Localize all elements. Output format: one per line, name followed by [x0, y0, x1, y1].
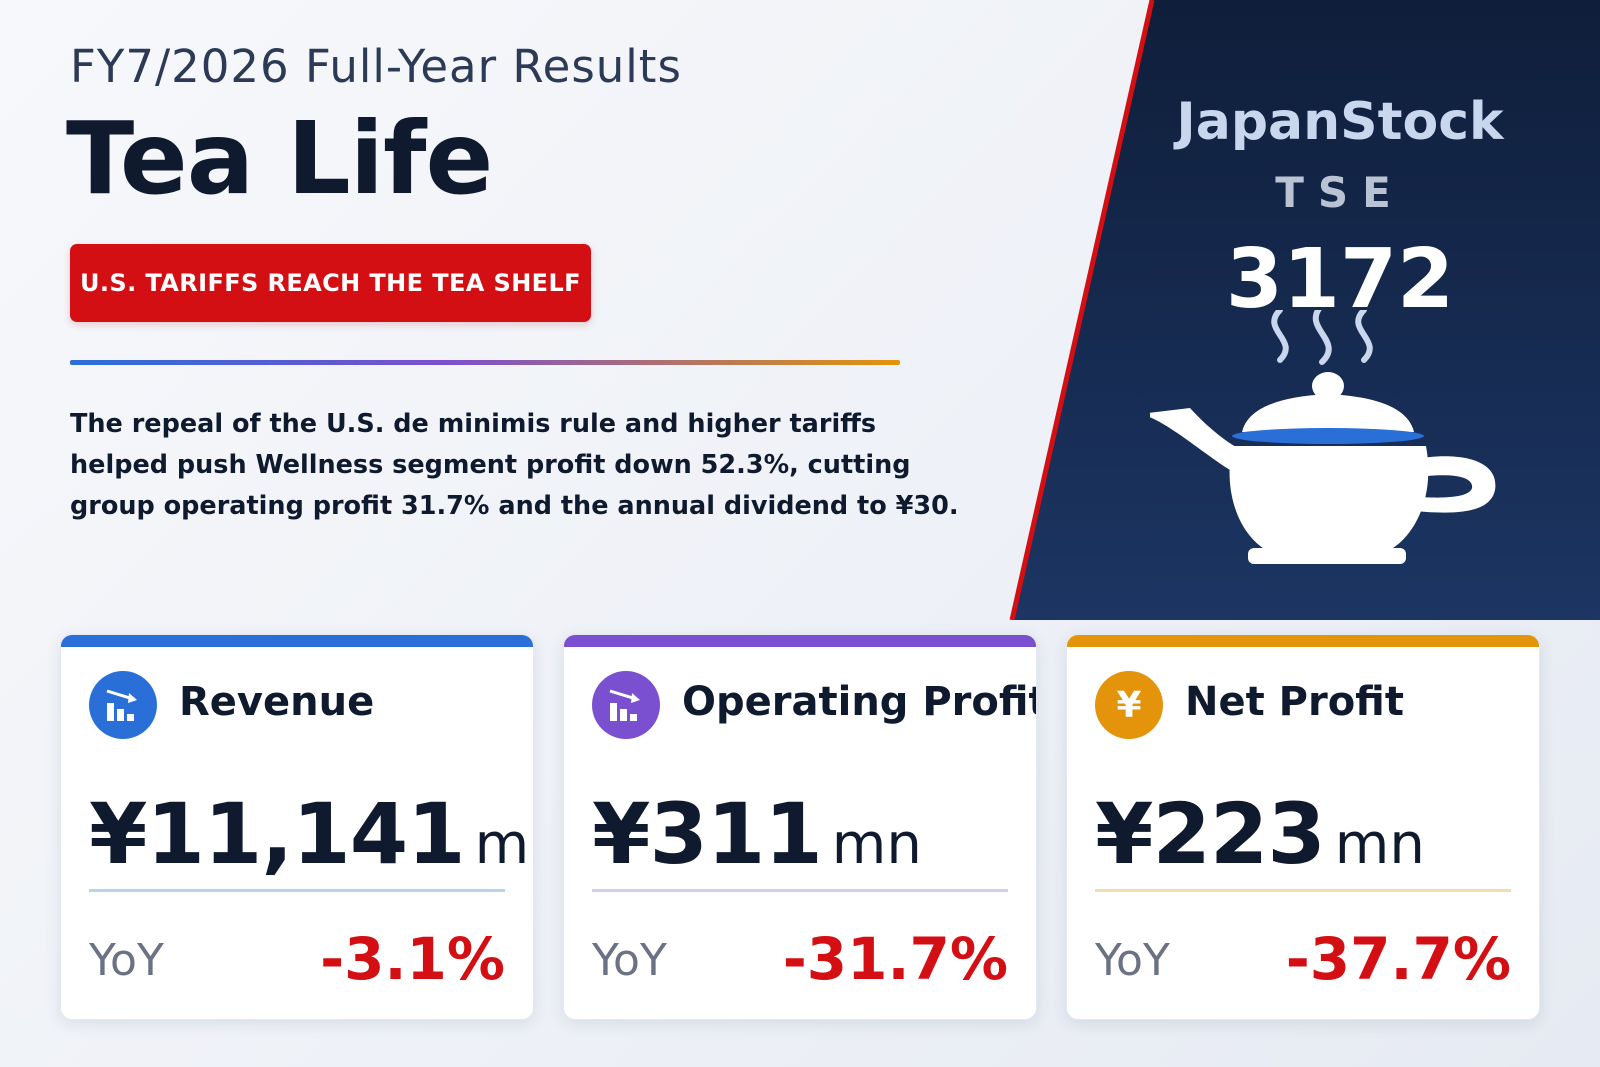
gradient-divider: [70, 360, 900, 365]
yoy-label: YoY: [1095, 935, 1170, 986]
headline-badge: U.S. TARIFFS REACH THE TEA SHELF: [70, 244, 591, 322]
company-name: Tea Life: [66, 100, 493, 217]
card-operating-profit: Operating Profit ¥311 mn YoY -31.7%: [563, 634, 1037, 1020]
card-rule: [89, 889, 505, 892]
card-accent-bar: [564, 635, 1036, 647]
ticker-code: 3172: [1225, 232, 1455, 327]
card-value-number: ¥223: [1095, 785, 1326, 883]
yoy-label: YoY: [592, 935, 667, 986]
yen-icon: ¥: [1095, 671, 1163, 739]
card-value: ¥311 mn: [592, 785, 922, 883]
bar-chart-down-icon: [89, 671, 157, 739]
bar-chart-down-icon: [592, 671, 660, 739]
exchange-label: TSE: [1275, 168, 1405, 217]
card-value: ¥11,141mn: [89, 785, 533, 883]
yoy-value: -37.7%: [1285, 925, 1511, 993]
yoy-label: YoY: [89, 935, 164, 986]
card-label: Net Profit: [1185, 679, 1404, 725]
yoy-value: -31.7%: [782, 925, 1008, 993]
card-value-unit: mn: [474, 812, 533, 877]
card-rule: [1095, 889, 1511, 892]
teapot-icon: [1150, 310, 1496, 564]
card-label: Operating Profit: [682, 679, 1037, 725]
card-value-number: ¥11,141: [89, 785, 466, 883]
summary-text: The repeal of the U.S. de minimis rule a…: [70, 409, 959, 521]
card-revenue: Revenue ¥11,141mn YoY -3.1%: [60, 634, 534, 1020]
report-period: FY7/2026 Full-Year Results: [70, 40, 682, 93]
card-accent-bar: [1067, 635, 1539, 647]
card-value-unit: mn: [1334, 812, 1425, 877]
card-value-unit: mn: [831, 812, 922, 877]
yoy-value: -3.1%: [320, 925, 505, 993]
card-accent-bar: [61, 635, 533, 647]
card-net-profit: ¥ Net Profit ¥223 mn YoY -37.7%: [1066, 634, 1540, 1020]
brand-name: JapanStock: [1176, 92, 1504, 152]
card-rule: [592, 889, 1008, 892]
yen-glyph: ¥: [1116, 684, 1142, 726]
card-label: Revenue: [179, 679, 375, 725]
card-value: ¥223 mn: [1095, 785, 1425, 883]
card-value-number: ¥311: [592, 785, 823, 883]
